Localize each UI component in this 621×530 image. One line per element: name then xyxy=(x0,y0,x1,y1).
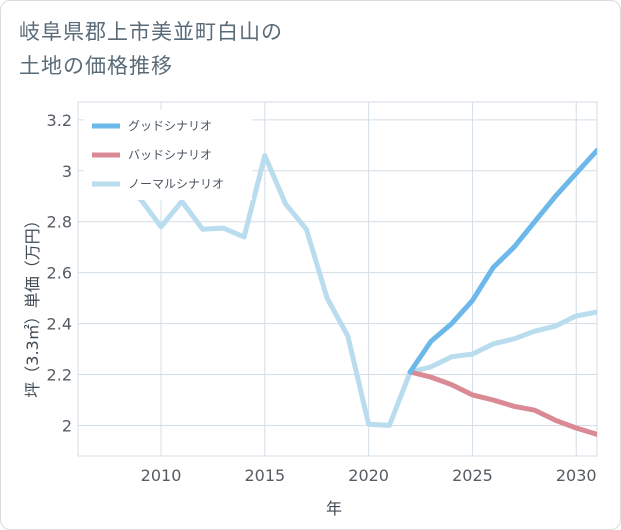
legend-item-good: グッドシナリオ xyxy=(92,119,212,133)
y-tick-2-8: 2.8 xyxy=(47,213,72,232)
y-tick-2-2: 2.2 xyxy=(47,366,72,385)
x-tick-2010: 2010 xyxy=(141,466,182,485)
x-tick-2025: 2025 xyxy=(452,466,493,485)
y-tick-2: 2 xyxy=(62,416,72,435)
legend-item-normal-label: ノーマルシナリオ xyxy=(128,177,224,191)
series-normal-line xyxy=(117,153,597,428)
plot-frame xyxy=(77,101,598,457)
y-tick-labels: 2 2.2 2.4 2.6 2.8 3 3.2 xyxy=(47,111,72,436)
legend-item-bad: バッドシナリオ xyxy=(92,148,212,162)
y-tick-2-4: 2.4 xyxy=(47,315,72,334)
legend-item-good-label: グッドシナリオ xyxy=(128,119,212,133)
x-tick-2030: 2030 xyxy=(556,466,597,485)
series-layer xyxy=(117,147,597,437)
series-bad-line xyxy=(407,369,597,437)
y-axis-title: 坪（3.3㎡）単価（万円） xyxy=(23,212,42,397)
legend-item-normal: ノーマルシナリオ xyxy=(92,177,224,191)
x-axis-title: 年 xyxy=(326,499,342,518)
x-tick-labels: 2010 2015 2020 2025 2030 xyxy=(141,466,597,485)
chart-title-line-2: 土地の価格推移 xyxy=(19,54,173,78)
legend-item-bad-label: バッドシナリオ xyxy=(128,148,212,162)
y-tick-2-6: 2.6 xyxy=(47,264,72,283)
chart-title: 岐阜県郡上市美並町白山の 土地の価格推移 xyxy=(19,15,283,83)
series-good-line xyxy=(407,147,597,375)
y-tick-3: 3 xyxy=(62,162,72,181)
x-tick-2020: 2020 xyxy=(348,466,389,485)
x-tick-2015: 2015 xyxy=(244,466,285,485)
y-tick-3-2: 3.2 xyxy=(47,111,72,130)
chart-title-line-1: 岐阜県郡上市美並町白山の xyxy=(19,20,283,44)
